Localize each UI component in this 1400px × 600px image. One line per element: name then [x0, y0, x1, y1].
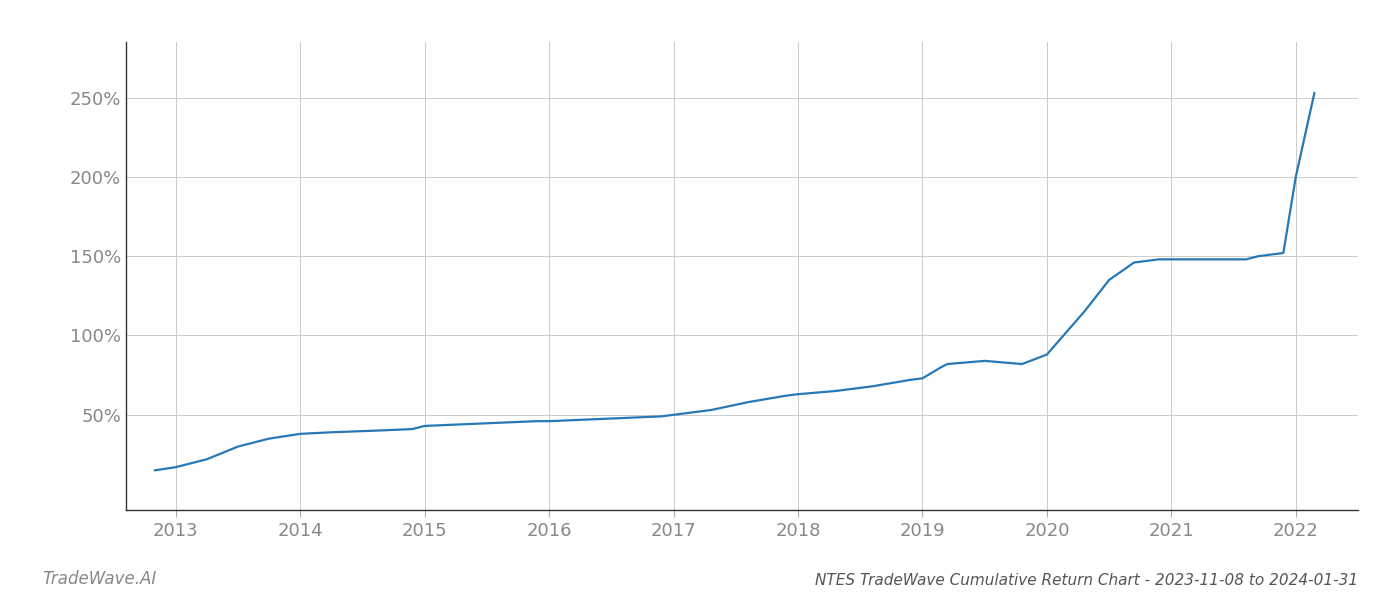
Text: NTES TradeWave Cumulative Return Chart - 2023-11-08 to 2024-01-31: NTES TradeWave Cumulative Return Chart -…: [815, 573, 1358, 588]
Text: TradeWave.AI: TradeWave.AI: [42, 570, 157, 588]
